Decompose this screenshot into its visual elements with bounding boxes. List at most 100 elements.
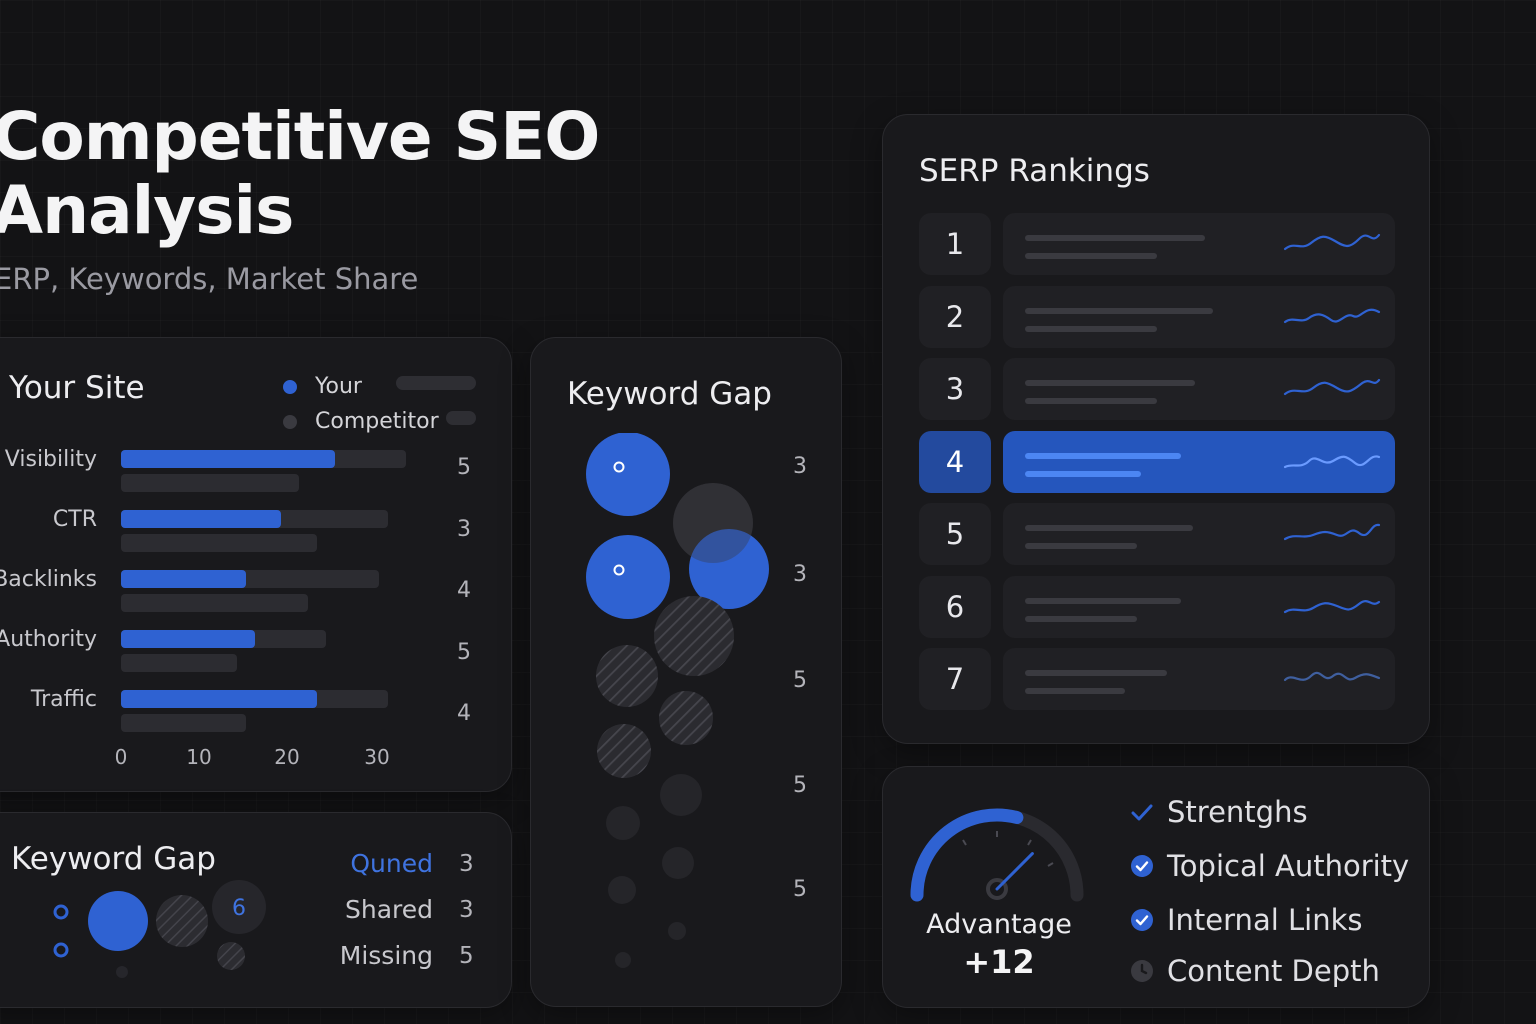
rank-row[interactable]	[1003, 430, 1395, 493]
kg-value-quned: 3	[459, 851, 474, 877]
rank-number[interactable]: 3	[919, 358, 991, 420]
check-icon	[1129, 799, 1155, 825]
rank-row[interactable]	[1003, 648, 1395, 710]
gray-dot	[615, 952, 631, 968]
gap-value: 5	[793, 877, 807, 902]
owned-bubble	[88, 891, 148, 951]
metric-bar-competitor	[121, 654, 237, 672]
rank-line-placeholder	[1025, 398, 1157, 404]
rank-number[interactable]: 4	[919, 430, 991, 493]
strengths-item: Strentghs	[1129, 795, 1308, 829]
serp-rankings-card: SERP Rankings 1 2 3 4 5 6 7	[882, 114, 1430, 744]
metric-value: 5	[457, 455, 471, 480]
legend-your: Your	[283, 374, 362, 399]
advantage-gauge	[910, 808, 1084, 902]
rank-line-placeholder	[1025, 325, 1157, 332]
rank-row[interactable]	[1003, 503, 1395, 565]
internal-links-item: Internal Links	[1129, 903, 1362, 937]
keyword-gap-small-title: Keyword Gap	[11, 841, 216, 877]
metric-bar-your	[121, 630, 255, 648]
gray-dot	[668, 922, 686, 940]
gauge-ticks	[962, 831, 1054, 867]
metric-bar-your	[121, 690, 317, 708]
rank-row[interactable]	[1003, 213, 1395, 275]
axis-tick: 0	[114, 745, 128, 769]
your-site-card: Your Site Your Competitor Visibility 5 CTR…	[0, 337, 512, 792]
metric-value: 4	[457, 578, 471, 603]
blue-bubble	[586, 535, 670, 619]
rank-line-placeholder	[1025, 307, 1213, 314]
blue-bubble	[689, 529, 769, 609]
axis-tick: 10	[186, 745, 212, 769]
keyword-gap-small-card: Keyword Gap 6 Quned 3 Shared 3 Missing 5	[0, 812, 512, 1008]
advantage-label: Advantage	[926, 909, 1072, 940]
rank-row[interactable]	[1003, 358, 1395, 420]
sparkline-icon	[1283, 454, 1381, 468]
rank-line-placeholder	[1025, 253, 1157, 259]
metric-bar-your	[121, 570, 246, 588]
advantage-card: Advantage +12 Strentghs Topical Authorit…	[882, 766, 1430, 1008]
blue-bubble	[586, 433, 670, 516]
your-site-title: Your Site	[9, 370, 145, 406]
gap-value: 3	[793, 562, 807, 587]
rank-line-placeholder	[1025, 380, 1195, 386]
gray-overlap	[673, 483, 753, 563]
internal-links-label: Internal Links	[1167, 903, 1363, 937]
gauge-fill	[910, 808, 1024, 902]
metric-value: 4	[457, 701, 471, 726]
rank-number[interactable]: 7	[919, 648, 991, 710]
axis-tick: 30	[364, 745, 390, 769]
gray-dot	[662, 847, 694, 879]
gray-dot	[606, 806, 640, 840]
rank-row[interactable]	[1003, 285, 1395, 348]
rank-number[interactable]: 6	[919, 575, 991, 638]
dot	[116, 966, 128, 978]
ring-icon	[613, 461, 625, 473]
serp-title: SERP Rankings	[919, 153, 1150, 189]
gap-value: 5	[793, 773, 807, 798]
legend-value-placeholder	[396, 376, 476, 390]
gap-value: 5	[793, 668, 807, 693]
keyword-gap-bubble-cluster	[586, 433, 769, 968]
clock-icon	[1129, 958, 1155, 984]
check-circle-icon	[1129, 853, 1155, 879]
metric-value: 5	[457, 639, 471, 665]
rank-line-placeholder	[1025, 525, 1193, 531]
content-depth-label: Content Depth	[1167, 954, 1380, 988]
rank-row[interactable]	[1003, 575, 1395, 638]
metric-bar-competitor	[121, 534, 317, 552]
legend-value-placeholder	[446, 411, 476, 425]
count-bubble-label: 6	[232, 896, 246, 921]
sparkline-icon	[1283, 599, 1381, 613]
rank-line-placeholder	[1025, 597, 1181, 604]
legend-dot-your	[283, 379, 297, 394]
metric-bar-competitor	[121, 714, 246, 732]
sparkline-icon	[1283, 671, 1381, 682]
kg-label-missing: Missing	[339, 941, 433, 970]
shared-bubble	[156, 895, 208, 947]
content-depth-item: Content Depth	[1129, 954, 1380, 988]
rank-line-placeholder	[1025, 615, 1137, 622]
rank-number[interactable]: 1	[919, 213, 991, 275]
metric-bar-competitor	[121, 474, 299, 492]
metric-bar-competitor	[121, 594, 308, 612]
rank-line-placeholder	[1025, 470, 1141, 477]
topical-authority-item: Topical Authority	[1129, 849, 1409, 883]
metric-label: Traffic	[30, 687, 97, 712]
sparkline-icon	[1283, 308, 1381, 323]
rank-number[interactable]: 5	[919, 503, 991, 565]
rank-line-placeholder	[1025, 670, 1167, 676]
legend-dot-competitor	[283, 414, 297, 429]
gray-dot	[608, 876, 636, 904]
topical-authority-label: Topical Authority	[1167, 849, 1410, 883]
rank-number[interactable]: 2	[919, 285, 991, 348]
rank-line-placeholder	[1025, 688, 1125, 694]
strengths-label: Strentghs	[1167, 795, 1308, 829]
axis-tick: 20	[274, 745, 300, 769]
rank-line-placeholder	[1025, 452, 1181, 459]
legend-competitor: Competitor	[283, 409, 439, 434]
ring-icon	[613, 564, 625, 576]
metric-bar-your	[121, 450, 335, 468]
small-ring-icon	[53, 942, 69, 958]
gray-dot	[660, 774, 702, 816]
